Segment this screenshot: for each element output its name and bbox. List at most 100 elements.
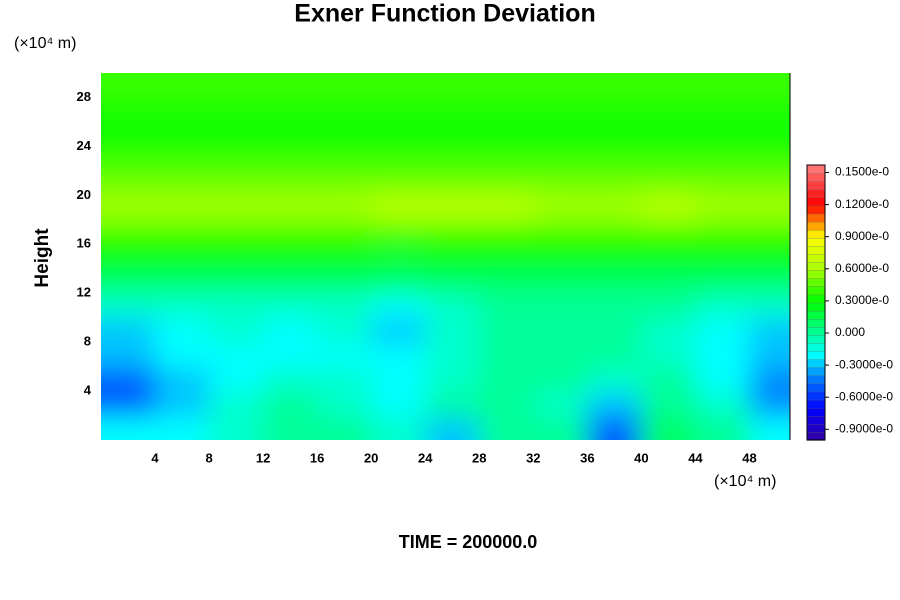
field-cell bbox=[101, 415, 157, 440]
field-cell bbox=[371, 317, 427, 344]
field-cell bbox=[695, 146, 751, 172]
field-cell bbox=[533, 244, 589, 270]
field-cell bbox=[587, 219, 643, 246]
field-cell bbox=[587, 195, 643, 221]
field-cell bbox=[425, 195, 481, 221]
field-cell bbox=[641, 317, 697, 344]
field-cell bbox=[533, 73, 589, 99]
field-cell bbox=[587, 342, 643, 368]
field-cell bbox=[263, 97, 319, 123]
time-label: TIME = 200000.0 bbox=[399, 532, 538, 552]
colorbar-band bbox=[806, 318, 826, 328]
field-cell bbox=[155, 366, 211, 393]
field-cell bbox=[749, 244, 790, 270]
field-cell bbox=[317, 391, 373, 417]
field-cell bbox=[101, 121, 157, 148]
field-cell bbox=[587, 293, 643, 319]
field-cell bbox=[209, 268, 265, 295]
field-cell bbox=[209, 146, 265, 172]
colorbar-band bbox=[806, 367, 826, 376]
field-cell bbox=[371, 268, 427, 295]
field-cell bbox=[641, 170, 697, 197]
field-cell bbox=[533, 146, 589, 172]
field-cell bbox=[641, 219, 697, 246]
field-cell bbox=[641, 244, 697, 270]
y-tick-label: 8 bbox=[84, 334, 91, 349]
field-cell bbox=[101, 317, 157, 344]
field-cell bbox=[533, 317, 589, 344]
field-cell bbox=[317, 170, 373, 197]
colorbar-band bbox=[806, 269, 826, 279]
field-cell bbox=[425, 121, 481, 148]
field-cell bbox=[209, 170, 265, 197]
colorbar-band bbox=[806, 399, 826, 409]
field-cell bbox=[533, 391, 589, 417]
colorbar-band bbox=[806, 253, 826, 263]
x-tick-label: 28 bbox=[472, 450, 486, 465]
field-cell bbox=[317, 121, 373, 148]
field-cell bbox=[749, 293, 790, 319]
field-cell bbox=[317, 195, 373, 221]
colorbar-band bbox=[806, 229, 826, 239]
field-cell bbox=[479, 391, 535, 417]
colorbar-band bbox=[806, 213, 826, 223]
field-cell bbox=[641, 391, 697, 417]
field-cell bbox=[317, 73, 373, 99]
field-cell bbox=[209, 366, 265, 393]
field-cell bbox=[371, 293, 427, 319]
y-axis-label: Height bbox=[32, 228, 53, 288]
colorbar-band bbox=[806, 375, 826, 385]
y-tick-label: 12 bbox=[77, 285, 91, 300]
field-cell bbox=[479, 170, 535, 197]
colorbar-band bbox=[806, 205, 826, 215]
field-cell bbox=[101, 244, 157, 270]
field-cell bbox=[479, 317, 535, 344]
field-cell bbox=[479, 121, 535, 148]
field-cell bbox=[155, 195, 211, 221]
colorbar-band bbox=[806, 423, 826, 433]
colorbar-tick-label: 0.1200e-0 bbox=[835, 197, 889, 211]
field-cell bbox=[209, 342, 265, 368]
field-cell bbox=[425, 170, 481, 197]
field-cell bbox=[371, 73, 427, 99]
colorbar-band bbox=[806, 326, 826, 336]
field-cell bbox=[479, 342, 535, 368]
field-cell bbox=[641, 268, 697, 295]
colorbar-band bbox=[806, 189, 826, 199]
field-cell bbox=[695, 342, 751, 368]
x-unit: (×10⁴ m) bbox=[714, 473, 776, 490]
field-cell bbox=[155, 121, 211, 148]
field-cell bbox=[425, 97, 481, 123]
field-cell bbox=[209, 195, 265, 221]
field-cell bbox=[695, 317, 751, 344]
field-cell bbox=[263, 73, 319, 99]
field-cell bbox=[533, 342, 589, 368]
field-cell bbox=[425, 219, 481, 246]
field-cell bbox=[371, 121, 427, 148]
colorbar-band bbox=[806, 245, 826, 255]
field-cell bbox=[101, 268, 157, 295]
colorbar-band bbox=[806, 342, 826, 352]
field-cell bbox=[749, 195, 790, 221]
field-cell bbox=[479, 97, 535, 123]
field-cell bbox=[155, 342, 211, 368]
field-cell bbox=[371, 219, 427, 246]
field-cell bbox=[317, 293, 373, 319]
field-cell bbox=[533, 97, 589, 123]
field-cell bbox=[209, 415, 265, 440]
field-cell bbox=[155, 219, 211, 246]
colorbar-tick-label: 0.9000e-0 bbox=[835, 229, 889, 243]
field-cell bbox=[101, 195, 157, 221]
colorbar-band bbox=[806, 310, 826, 320]
field-cell bbox=[641, 121, 697, 148]
field-cell bbox=[749, 268, 790, 295]
colorbar-band bbox=[806, 164, 826, 174]
field-cell bbox=[371, 415, 427, 440]
field-cell bbox=[101, 366, 157, 393]
field-cell bbox=[749, 219, 790, 246]
field-cell bbox=[209, 73, 265, 99]
field-cell bbox=[263, 366, 319, 393]
field-cell bbox=[371, 146, 427, 172]
field-cell bbox=[263, 293, 319, 319]
field-cell bbox=[533, 195, 589, 221]
